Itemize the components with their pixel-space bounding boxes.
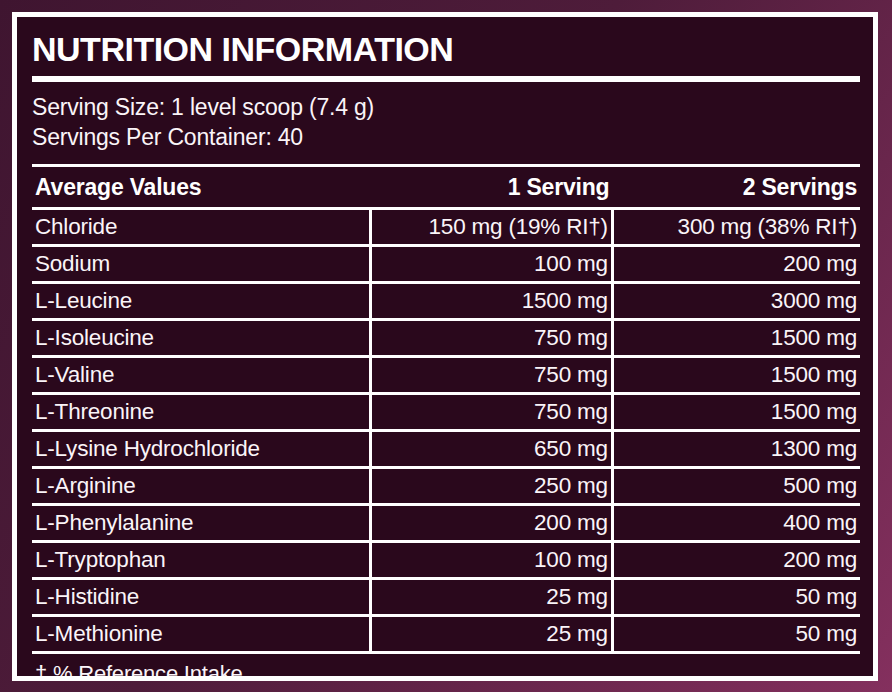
serving2-value-cell: 200 mg bbox=[612, 246, 860, 283]
serving1-value-cell: 150 mg (19% RI†) bbox=[371, 209, 613, 246]
serving1-value-cell: 750 mg bbox=[371, 394, 613, 431]
nutrient-name-cell: L-Leucine bbox=[32, 283, 371, 320]
table-row: L-Histidine 25 mg 50 mg bbox=[32, 579, 860, 616]
serving2-value-cell: 3000 mg bbox=[612, 283, 860, 320]
servings-per-container-text: Servings Per Container: 40 bbox=[32, 122, 860, 152]
nutrient-name-cell: L-Phenylalanine bbox=[32, 505, 371, 542]
serving2-value-cell: 300 mg (38% RI†) bbox=[612, 209, 860, 246]
serving1-value-cell: 250 mg bbox=[371, 468, 613, 505]
serving2-value-cell: 400 mg bbox=[612, 505, 860, 542]
table-row: L-Threonine 750 mg 1500 mg bbox=[32, 394, 860, 431]
table-row: L-Arginine 250 mg 500 mg bbox=[32, 468, 860, 505]
table-row: L-Lysine Hydrochloride 650 mg 1300 mg bbox=[32, 431, 860, 468]
nutrient-name-cell: L-Valine bbox=[32, 357, 371, 394]
serving-size-text: Serving Size: 1 level scoop (7.4 g) bbox=[32, 92, 860, 122]
column-header-average-values: Average Values bbox=[32, 166, 371, 209]
serving2-value-cell: 1500 mg bbox=[612, 357, 860, 394]
serving2-value-cell: 200 mg bbox=[612, 542, 860, 579]
nutrient-name-cell: L-Arginine bbox=[32, 468, 371, 505]
nutrient-name-cell: Sodium bbox=[32, 246, 371, 283]
column-header-2-servings: 2 Servings bbox=[612, 166, 860, 209]
serving1-value-cell: 750 mg bbox=[371, 357, 613, 394]
serving1-value-cell: 25 mg bbox=[371, 579, 613, 616]
nutrition-label: NUTRITION INFORMATION Serving Size: 1 le… bbox=[12, 12, 878, 681]
serving1-value-cell: 650 mg bbox=[371, 431, 613, 468]
serving2-value-cell: 50 mg bbox=[612, 616, 860, 653]
nutrient-name-cell: Chloride bbox=[32, 209, 371, 246]
table-row: L-Tryptophan 100 mg 200 mg bbox=[32, 542, 860, 579]
serving2-value-cell: 50 mg bbox=[612, 579, 860, 616]
column-header-1-serving: 1 Serving bbox=[371, 166, 613, 209]
table-row: L-Leucine 1500 mg 3000 mg bbox=[32, 283, 860, 320]
table-row: L-Phenylalanine 200 mg 400 mg bbox=[32, 505, 860, 542]
serving1-value-cell: 100 mg bbox=[371, 246, 613, 283]
table-row: L-Valine 750 mg 1500 mg bbox=[32, 357, 860, 394]
serving2-value-cell: 500 mg bbox=[612, 468, 860, 505]
serving1-value-cell: 200 mg bbox=[371, 505, 613, 542]
page-title: NUTRITION INFORMATION bbox=[32, 25, 860, 69]
table-row: Sodium 100 mg 200 mg bbox=[32, 246, 860, 283]
table-header-row: Average Values 1 Serving 2 Servings bbox=[32, 166, 860, 209]
nutrient-name-cell: L-Threonine bbox=[32, 394, 371, 431]
nutrient-name-cell: L-Lysine Hydrochloride bbox=[32, 431, 371, 468]
serving2-value-cell: 1500 mg bbox=[612, 320, 860, 357]
reference-intake-footnote: † % Reference Intake bbox=[32, 654, 860, 681]
table-row: Chloride 150 mg (19% RI†) 300 mg (38% RI… bbox=[32, 209, 860, 246]
serving2-value-cell: 1300 mg bbox=[612, 431, 860, 468]
nutrient-table-body: Chloride 150 mg (19% RI†) 300 mg (38% RI… bbox=[32, 209, 860, 653]
serving1-value-cell: 1500 mg bbox=[371, 283, 613, 320]
serving2-value-cell: 1500 mg bbox=[612, 394, 860, 431]
table-row: L-Methionine 25 mg 50 mg bbox=[32, 616, 860, 653]
nutrient-name-cell: L-Tryptophan bbox=[32, 542, 371, 579]
nutrient-name-cell: L-Isoleucine bbox=[32, 320, 371, 357]
nutrient-name-cell: L-Methionine bbox=[32, 616, 371, 653]
serving1-value-cell: 100 mg bbox=[371, 542, 613, 579]
title-underline-rule bbox=[32, 76, 860, 82]
nutrient-table: Average Values 1 Serving 2 Servings Chlo… bbox=[32, 164, 860, 654]
nutrient-name-cell: L-Histidine bbox=[32, 579, 371, 616]
serving1-value-cell: 25 mg bbox=[371, 616, 613, 653]
table-row: L-Isoleucine 750 mg 1500 mg bbox=[32, 320, 860, 357]
serving1-value-cell: 750 mg bbox=[371, 320, 613, 357]
